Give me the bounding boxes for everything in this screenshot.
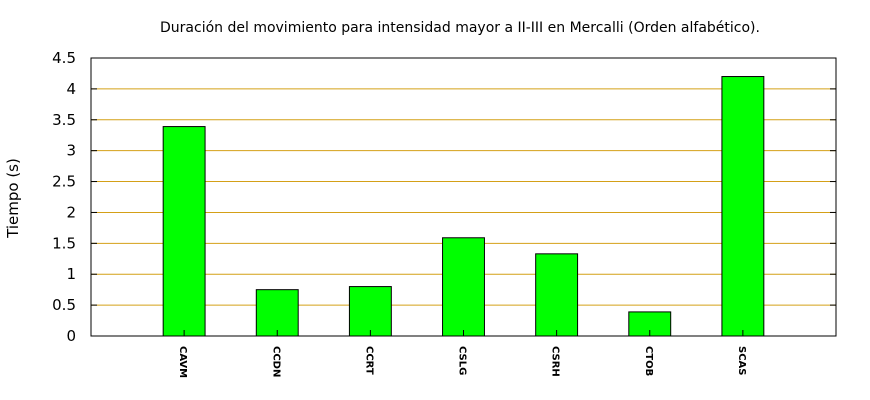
y-axis-ticks: 0 0.5 1 1.5 2 2.5 3 3.5 4 4.5 bbox=[52, 49, 836, 345]
y-tick-label: 1 bbox=[66, 265, 76, 283]
x-tick-label: CSLG bbox=[457, 346, 468, 375]
y-tick-label: 4 bbox=[66, 80, 76, 98]
y-tick-label: 3.5 bbox=[52, 111, 76, 129]
x-tick-label: SCAS bbox=[736, 346, 747, 375]
y-tick-label: 0 bbox=[66, 327, 76, 345]
bar-csrh bbox=[535, 253, 579, 337]
y-tick-label: 2.5 bbox=[52, 173, 76, 191]
bar-scas bbox=[721, 76, 765, 337]
x-tick-label: CCDN bbox=[270, 346, 281, 377]
bar-ccrt bbox=[348, 286, 392, 337]
bar-cavm bbox=[162, 126, 206, 337]
x-axis-ticks: CAVM CCDN CCRT CSLG CSRH CTOB SCAS bbox=[177, 330, 747, 378]
y-tick-label: 1.5 bbox=[52, 234, 76, 252]
y-tick-label: 4.5 bbox=[52, 49, 76, 67]
y-tick-label: 0.5 bbox=[52, 296, 76, 314]
bars bbox=[162, 76, 765, 337]
y-tick-label: 2 bbox=[66, 203, 76, 221]
x-tick-label: CTOB bbox=[643, 346, 654, 376]
y-tick-label: 3 bbox=[66, 142, 76, 160]
bar-ccdn bbox=[255, 289, 299, 337]
chart-title: Duración del movimiento para intensidad … bbox=[160, 20, 760, 36]
x-tick-label: CAVM bbox=[177, 346, 188, 378]
y-axis-label: Tiempo (s) bbox=[4, 158, 22, 239]
x-tick-label: CCRT bbox=[363, 346, 374, 375]
x-tick-label: CSRH bbox=[550, 346, 561, 377]
bar-cslg bbox=[442, 237, 485, 337]
